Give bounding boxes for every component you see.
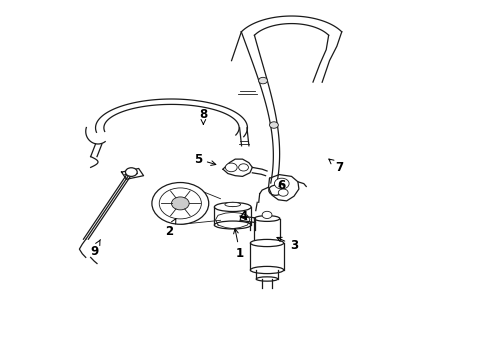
Circle shape xyxy=(239,164,248,171)
Text: 1: 1 xyxy=(234,229,244,260)
Text: 4: 4 xyxy=(240,210,248,223)
Circle shape xyxy=(269,185,283,195)
Circle shape xyxy=(270,122,278,128)
Ellipse shape xyxy=(215,221,251,229)
Ellipse shape xyxy=(254,216,280,221)
Text: 3: 3 xyxy=(277,237,298,252)
Circle shape xyxy=(274,178,289,189)
Circle shape xyxy=(172,197,189,210)
Ellipse shape xyxy=(254,240,280,246)
Ellipse shape xyxy=(225,202,241,207)
Circle shape xyxy=(125,168,137,176)
Text: 8: 8 xyxy=(199,108,207,124)
Ellipse shape xyxy=(250,266,284,274)
Text: 2: 2 xyxy=(165,219,176,238)
Text: 7: 7 xyxy=(329,159,343,174)
Circle shape xyxy=(159,188,201,219)
Text: 9: 9 xyxy=(90,239,100,258)
Circle shape xyxy=(262,211,272,219)
Ellipse shape xyxy=(250,239,284,247)
Circle shape xyxy=(225,163,237,172)
Circle shape xyxy=(230,202,236,207)
Circle shape xyxy=(259,77,268,84)
Circle shape xyxy=(152,183,209,224)
Ellipse shape xyxy=(215,202,251,212)
Text: 5: 5 xyxy=(194,153,216,166)
Ellipse shape xyxy=(256,277,278,281)
Circle shape xyxy=(278,189,288,196)
Text: 6: 6 xyxy=(277,179,285,192)
